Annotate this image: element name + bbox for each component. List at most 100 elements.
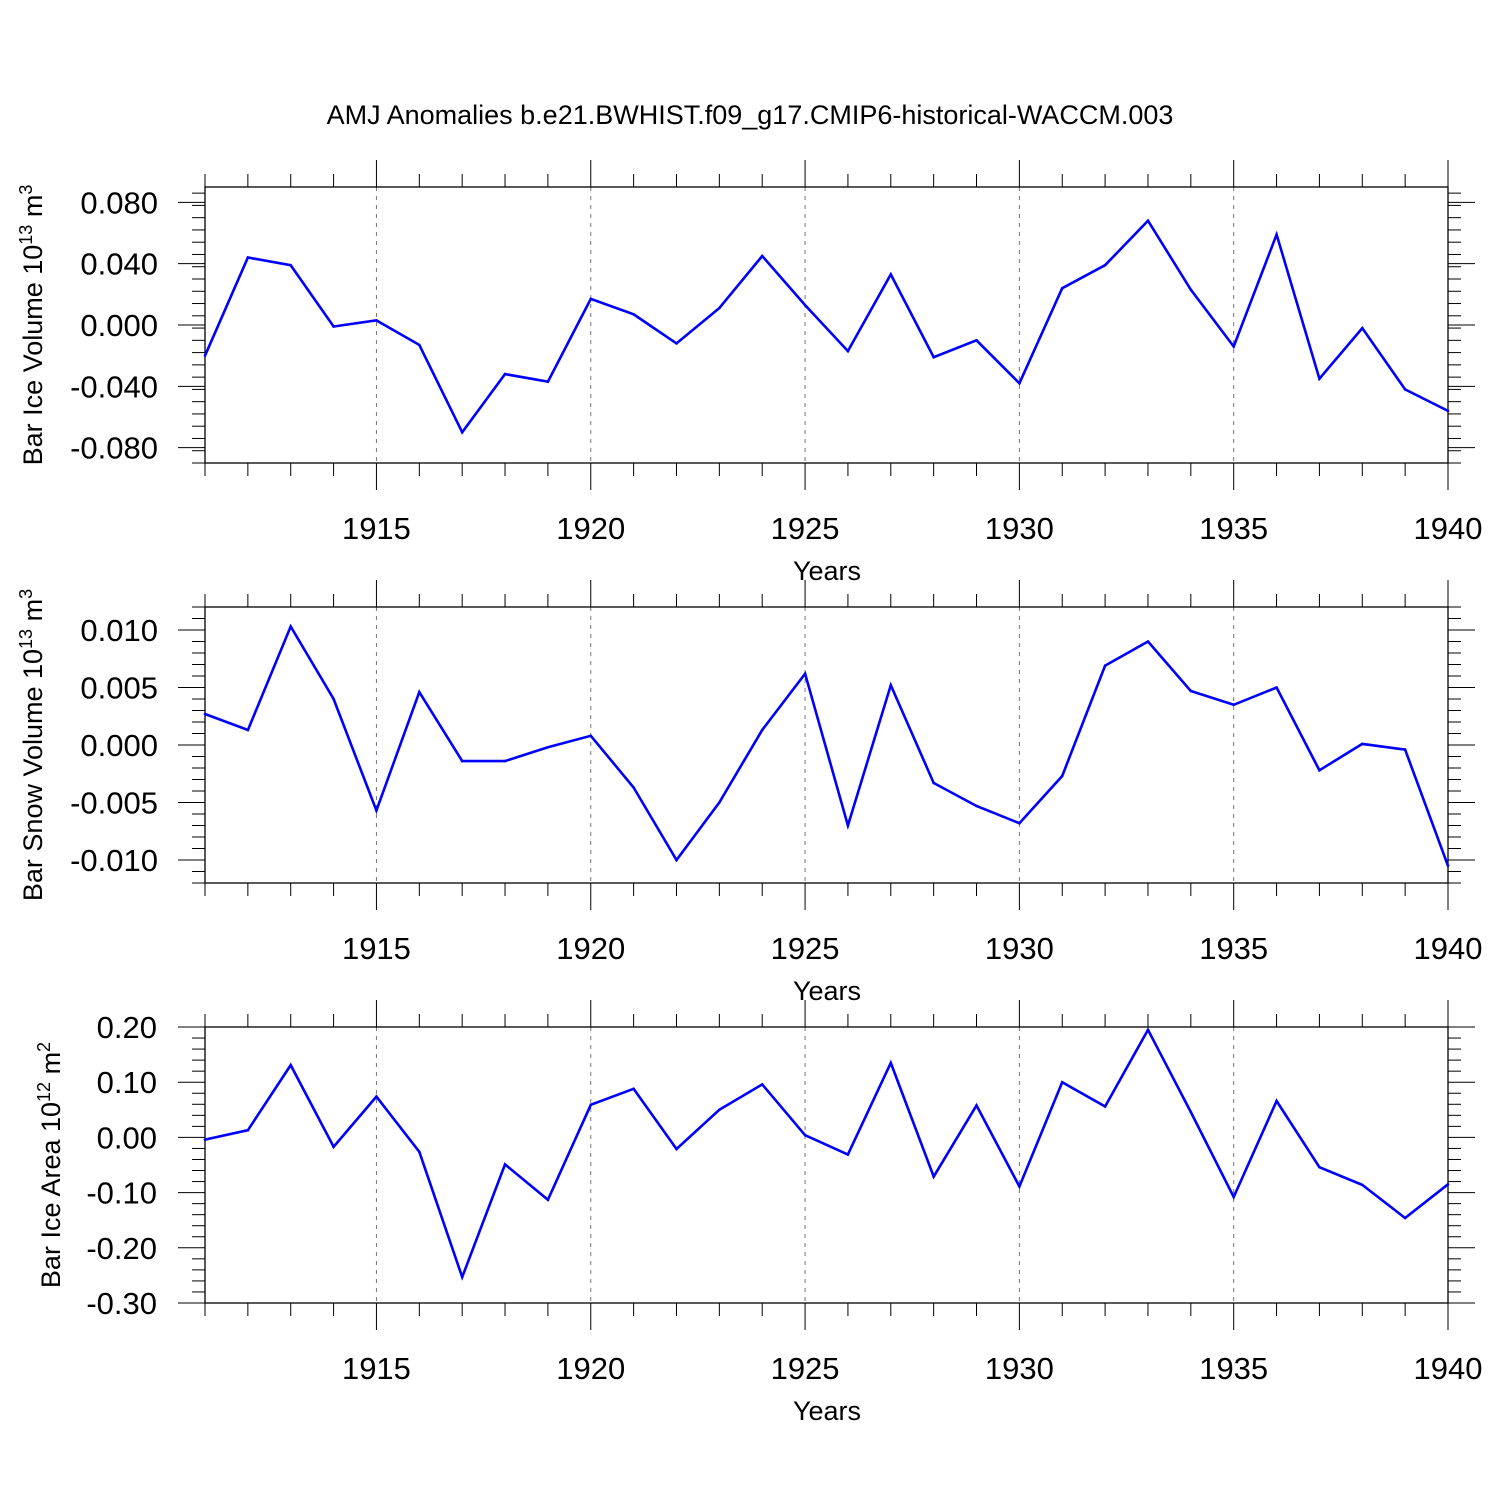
- ice-volume-x-tick-label: 1925: [771, 511, 840, 546]
- ice-area-data-point-1921: [632, 1087, 635, 1091]
- ice-area-data-point-1935: [1232, 1195, 1235, 1199]
- ice-area-x-tick-label: 1930: [985, 1351, 1054, 1386]
- snow-volume-x-tick-label: 1930: [985, 931, 1054, 966]
- ice-area-y-axis-title-unit-exponent: 2: [34, 1042, 54, 1052]
- panel-ice-volume: -0.080 -0.040 0.000 0.040 0.080 1915 1920 1925…: [16, 160, 1482, 586]
- ice-volume-data-point-1914: [332, 325, 335, 328]
- ice-area-data-point-1924: [760, 1083, 764, 1086]
- ice-area-y-tick-label: -0.10: [86, 1176, 157, 1211]
- snow-volume-data-point-1921: [632, 786, 635, 789]
- snow-volume-y-tick-label: 0.005: [80, 671, 158, 706]
- snow-volume-data-point-1917: [460, 759, 464, 763]
- ice-volume-y-tick-labels: -0.080 -0.040 0.000 0.040 0.080: [70, 185, 158, 465]
- ice-volume-data-point-1915: [375, 319, 378, 322]
- snow-volume-x-tick-label: 1935: [1199, 931, 1268, 966]
- ice-volume-data-point-1931: [1060, 286, 1064, 290]
- snow-volume-y-tick-label: 0.000: [80, 728, 158, 763]
- snow-volume-data-point-1923: [718, 801, 721, 804]
- ice-area-y-tick-labels: -0.30 -0.20 -0.10 0.00 0.10 0.20: [86, 1010, 157, 1321]
- ice-volume-plot-frame: [204, 186, 1449, 464]
- snow-volume-y-tick-label: -0.010: [70, 843, 158, 878]
- ice-area-data-point-1932: [1103, 1105, 1107, 1108]
- ice-area-data-point-1925: [803, 1133, 807, 1137]
- ice-area-y-tick-label: 0.00: [97, 1120, 157, 1155]
- ice-volume-y-tick-label: 0.040: [80, 247, 158, 282]
- ice-volume-data-point-1911: [203, 354, 207, 357]
- ice-volume-x-tick-label: 1935: [1199, 511, 1268, 546]
- ice-volume-data-point-1920: [589, 297, 593, 301]
- ice-volume-data-point-1924: [760, 254, 764, 258]
- ice-volume-data-point-1929: [975, 339, 978, 342]
- ice-volume-data-point-1928: [932, 355, 935, 359]
- snow-volume-data-point-1936: [1275, 686, 1278, 689]
- ice-area-x-tick-label: 1940: [1414, 1351, 1483, 1386]
- ice-area-data-point-1934: [1189, 1110, 1193, 1114]
- ice-volume-data-point-1934: [1189, 288, 1193, 292]
- ice-area-x-tick-label: 1925: [771, 1351, 840, 1386]
- snow-volume-data-point-1933: [1146, 640, 1150, 643]
- snow-volume-data-point-1939: [1403, 748, 1407, 751]
- ice-volume-data-point-1933: [1146, 219, 1150, 223]
- ice-area-data-point-1937: [1318, 1165, 1321, 1169]
- panel-snow-volume: -0.010 -0.005 0.000 0.005 0.010 1915 1920 1925…: [16, 580, 1482, 1006]
- snow-volume-data-point-1911: [203, 712, 207, 716]
- snow-volume-data-point-1938: [1360, 742, 1364, 746]
- ice-area-data-point-1931: [1060, 1080, 1064, 1084]
- ice-volume-series-line: [203, 218, 1449, 435]
- ice-volume-data-point-1926: [846, 349, 850, 353]
- snow-volume-data-point-1934: [1189, 689, 1193, 693]
- ice-area-x-axis-title: Years: [793, 1396, 861, 1426]
- snow-volume-data-point-1913: [289, 625, 293, 628]
- ice-volume-y-tick-label: -0.040: [70, 369, 158, 404]
- snow-volume-x-tick-label: 1915: [342, 931, 411, 966]
- snow-volume-data-point-1922: [675, 858, 678, 862]
- snow-volume-data-point-1940: [1446, 864, 1450, 868]
- snow-volume-data-point-1912: [246, 728, 250, 732]
- snow-volume-y-tick-label: 0.010: [80, 613, 158, 648]
- snow-volume-data-point-1918: [503, 759, 507, 763]
- ice-volume-x-tick-label: 1915: [342, 511, 411, 546]
- ice-area-data-point-1912: [246, 1128, 250, 1132]
- ice-volume-data-point-1940: [1446, 409, 1450, 413]
- snow-volume-x-tick-label: 1925: [771, 931, 840, 966]
- ice-area-data-point-1917: [460, 1275, 464, 1279]
- snow-volume-data-point-1915: [375, 809, 378, 812]
- snow-volume-y-tick-label: -0.005: [70, 786, 158, 821]
- ice-volume-data-point-1925: [803, 303, 807, 307]
- ice-volume-data-point-1917: [460, 431, 464, 434]
- snow-volume-series-line: [204, 623, 1450, 867]
- ice-volume-data-point-1936: [1275, 233, 1278, 236]
- ice-area-data-point-1918: [503, 1163, 507, 1166]
- snow-volume-data-point-1914: [332, 697, 335, 701]
- snow-volume-y-tick-labels: -0.010 -0.005 0.000 0.005 0.010: [70, 613, 158, 878]
- ice-area-y-axis-title-unit: m: [36, 1052, 66, 1082]
- snow-volume-y-axis-title-text: Bar Snow Volume 10: [18, 649, 48, 901]
- snow-volume-data-point-1935: [1232, 703, 1235, 707]
- ice-volume-data-point-1916: [418, 343, 421, 347]
- ice-volume-y-axis-title-unit-exponent: 3: [16, 185, 36, 195]
- ice-volume-gridlines: [375, 187, 1235, 463]
- ice-area-data-point-1920: [589, 1103, 593, 1107]
- snow-volume-data-point-1928: [932, 781, 935, 785]
- ice-volume-ticks: [178, 160, 1475, 490]
- ice-area-data-point-1914: [332, 1145, 335, 1149]
- ice-volume-y-tick-label: 0.000: [80, 308, 158, 343]
- ice-area-data-point-1938: [1360, 1183, 1364, 1187]
- ice-area-data-point-1929: [975, 1104, 978, 1107]
- ice-volume-data-point-1912: [246, 256, 250, 259]
- ice-area-y-axis-title: Bar Ice Area 1012 m2: [34, 1042, 66, 1288]
- ice-volume-data-point-1918: [503, 372, 507, 376]
- ice-volume-data-point-1937: [1318, 377, 1321, 380]
- snow-volume-y-axis-title-unit: m: [18, 599, 48, 629]
- ice-area-data-point-1913: [289, 1063, 293, 1067]
- snow-volume-y-axis-title-exponent: 13: [16, 629, 36, 649]
- snow-volume-y-axis-title-unit-exponent: 3: [16, 589, 36, 599]
- ice-volume-data-point-1932: [1103, 263, 1107, 267]
- ice-volume-x-tick-label: 1940: [1414, 511, 1483, 546]
- ice-area-x-tick-label: 1920: [556, 1351, 625, 1386]
- snow-volume-data-point-1924: [760, 728, 764, 732]
- ice-area-x-tick-label: 1915: [342, 1351, 411, 1386]
- ice-volume-y-tick-label: -0.080: [70, 431, 158, 466]
- ice-area-data-point-1930: [1018, 1185, 1021, 1188]
